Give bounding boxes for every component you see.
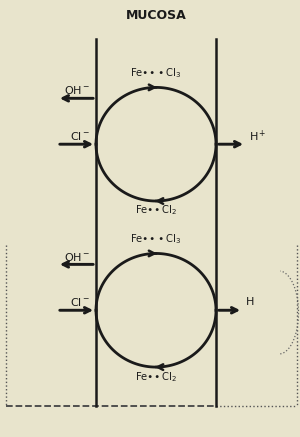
Text: OH$^-$: OH$^-$ — [64, 84, 90, 97]
Text: Fe$\bullet\!\bullet$Cl$_2$: Fe$\bullet\!\bullet$Cl$_2$ — [135, 370, 177, 384]
Text: Cl$^-$: Cl$^-$ — [70, 296, 90, 309]
Text: Cl$^-$: Cl$^-$ — [70, 130, 90, 142]
Text: H$^+$: H$^+$ — [249, 128, 267, 144]
Text: OH$^-$: OH$^-$ — [64, 250, 90, 263]
Text: Fe$\bullet\!\bullet\!\bullet$Cl$_3$: Fe$\bullet\!\bullet\!\bullet$Cl$_3$ — [130, 66, 182, 80]
Text: Fe$\bullet\!\bullet$Cl$_2$: Fe$\bullet\!\bullet$Cl$_2$ — [135, 204, 177, 218]
Text: Fe$\bullet\!\bullet\!\bullet$Cl$_3$: Fe$\bullet\!\bullet\!\bullet$Cl$_3$ — [130, 232, 182, 246]
Text: MUCOSA: MUCOSA — [126, 9, 186, 22]
Text: H: H — [246, 298, 254, 307]
